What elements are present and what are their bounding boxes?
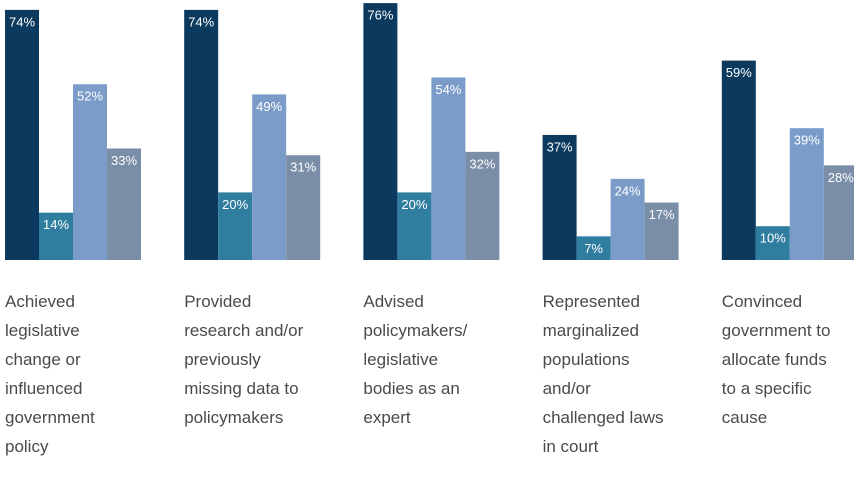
value-label: 76% bbox=[367, 8, 393, 23]
bar bbox=[431, 77, 466, 260]
bar bbox=[465, 151, 500, 260]
bar bbox=[39, 212, 73, 260]
value-label: 24% bbox=[615, 183, 641, 198]
bar bbox=[542, 134, 577, 260]
value-label: 54% bbox=[435, 82, 461, 97]
value-label: 14% bbox=[43, 217, 69, 232]
bar bbox=[576, 236, 611, 260]
bar bbox=[252, 94, 287, 260]
value-label: 17% bbox=[649, 207, 675, 222]
value-label: 59% bbox=[726, 65, 752, 80]
value-label: 49% bbox=[256, 99, 282, 114]
category-label: Achieved legislative change or influence… bbox=[5, 292, 95, 456]
bar bbox=[644, 202, 679, 260]
value-label: 7% bbox=[584, 241, 603, 256]
value-label: 20% bbox=[401, 197, 427, 212]
value-label: 31% bbox=[290, 160, 316, 175]
bar bbox=[721, 60, 756, 260]
bar bbox=[5, 9, 39, 260]
bar bbox=[789, 128, 824, 260]
category-label: Advised policymakers/ legislative bodies… bbox=[363, 292, 468, 427]
value-label: 37% bbox=[547, 139, 573, 154]
bar bbox=[610, 178, 645, 260]
bar bbox=[73, 84, 107, 261]
bar bbox=[184, 9, 219, 260]
value-label: 20% bbox=[222, 197, 248, 212]
value-label: 74% bbox=[188, 14, 214, 29]
value-label: 39% bbox=[794, 133, 820, 148]
bar bbox=[397, 192, 432, 260]
value-label: 32% bbox=[469, 156, 495, 171]
bar bbox=[286, 155, 321, 260]
bar bbox=[363, 3, 398, 261]
value-label: 10% bbox=[760, 231, 786, 246]
value-label: 33% bbox=[111, 153, 137, 168]
bar bbox=[107, 148, 141, 260]
bar bbox=[218, 192, 253, 260]
category-label: Convinced government to allocate funds t… bbox=[721, 292, 831, 427]
bar bbox=[823, 165, 854, 260]
value-label: 74% bbox=[9, 14, 35, 29]
category-label: Represented marginalized populations and… bbox=[542, 292, 664, 456]
category-label: Provided research and/or previously miss… bbox=[184, 292, 304, 427]
value-label: 52% bbox=[77, 89, 103, 104]
value-label: 28% bbox=[828, 170, 854, 185]
bar bbox=[755, 226, 790, 260]
